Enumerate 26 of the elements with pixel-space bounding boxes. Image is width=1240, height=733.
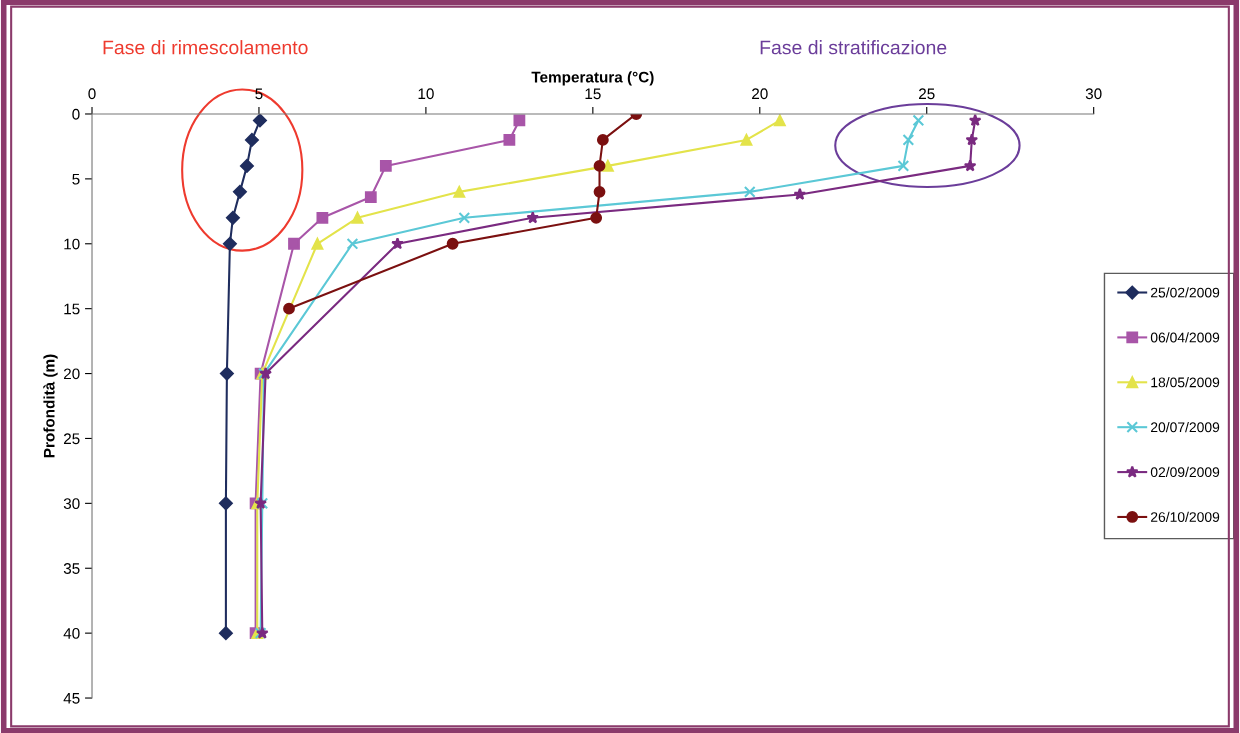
x-tick-label: 20 xyxy=(752,88,768,100)
x-tick-label: 25 xyxy=(919,88,935,100)
y-tick-label: 40 xyxy=(63,628,80,639)
y-tick-label: 0 xyxy=(72,108,80,120)
legend-label: 20/07/2009 xyxy=(1151,421,1220,433)
legend-label: 06/04/2009 xyxy=(1150,332,1220,343)
y-tick-label: 10 xyxy=(64,238,80,250)
legend-label: 25/02/2009 xyxy=(1151,287,1220,298)
x-tick-label: 10 xyxy=(418,88,434,100)
x-tick-label: 15 xyxy=(585,88,601,100)
legend-label: 02/09/2009 xyxy=(1150,466,1220,478)
y-tick-label: 20 xyxy=(63,368,80,380)
x-tick-label: 0 xyxy=(88,88,96,100)
y-tick-label: 15 xyxy=(64,303,80,315)
x-tick-label: 30 xyxy=(1085,88,1102,100)
y-tick-label: 30 xyxy=(63,498,80,510)
y-tick-label: 45 xyxy=(63,693,80,704)
y-tick-label: 35 xyxy=(63,563,80,574)
y-tick-label: 5 xyxy=(72,173,80,185)
legend-label: 18/05/2009 xyxy=(1151,377,1220,388)
legend-label: 26/10/2009 xyxy=(1151,511,1220,522)
y-tick-label: 25 xyxy=(63,433,80,445)
x-axis-title: Temperatura (°C) xyxy=(531,71,654,86)
text: Fase di stratificazione xyxy=(760,40,947,55)
y-axis-title: Profondità (m) xyxy=(43,354,58,458)
text: Fase di rimescolamento xyxy=(103,40,308,55)
